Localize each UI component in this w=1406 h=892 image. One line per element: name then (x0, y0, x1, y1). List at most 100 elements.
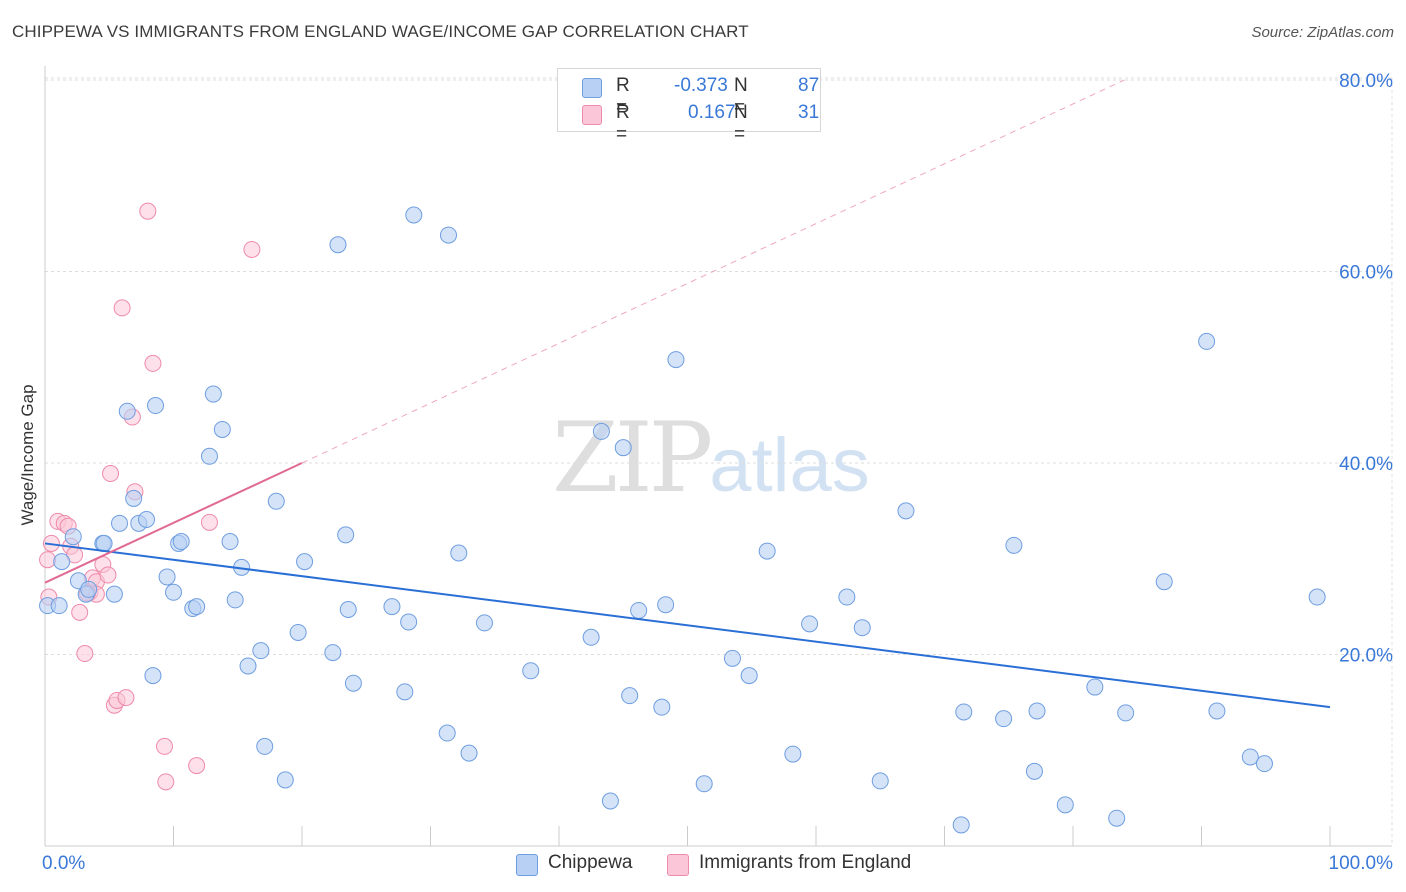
r-value: -0.373 (674, 75, 728, 96)
n-label: N = (734, 102, 748, 145)
chippewa-point (1208, 702, 1226, 720)
england-point (102, 465, 120, 483)
y-tick-label: 40.0% (1339, 454, 1393, 475)
chippewa-point (405, 206, 423, 224)
chippewa-point (723, 649, 741, 667)
chippewa-point (80, 580, 98, 598)
chippewa-point (1241, 748, 1259, 766)
england-point (99, 566, 117, 584)
chippewa-point (522, 662, 540, 680)
chippewa-point (147, 397, 165, 415)
n-value: 87 (798, 75, 820, 96)
chippewa-point (276, 771, 294, 789)
chippewa-point (158, 568, 176, 586)
chippewa-point (1056, 796, 1074, 814)
n-label: N = (734, 75, 748, 118)
chippewa-point (118, 402, 136, 420)
chippewa-point (64, 528, 82, 546)
x-tick-label: 100.0% (1329, 853, 1394, 874)
england-point (71, 603, 89, 621)
england-point (200, 513, 218, 531)
chippewa-point (111, 514, 129, 532)
chippewa-point (630, 601, 648, 619)
england-point (243, 240, 261, 258)
chippewa-point (1117, 704, 1135, 722)
chippewa-point (460, 744, 478, 762)
england-point (144, 354, 162, 372)
chippewa-swatch (582, 78, 602, 98)
chippewa-point (1028, 702, 1046, 720)
chippewa-point (53, 553, 71, 571)
chippewa-point (200, 447, 218, 465)
tick-labels: 20.0% 40.0% 60.0% 80.0% 0.0% 100.0% (42, 71, 1393, 874)
chippewa-point (1005, 536, 1023, 554)
chippewa-points (39, 206, 1326, 834)
y-tick-label: 20.0% (1339, 646, 1393, 667)
y-axis-label: Wage/Income Gap (18, 384, 37, 526)
chippewa-point (897, 502, 915, 520)
england-point (188, 757, 206, 775)
chippewa-point (871, 772, 889, 790)
chippewa-point (955, 703, 973, 721)
chippewa-point (50, 597, 68, 615)
grid-lines (45, 77, 1393, 846)
chippewa-point (383, 598, 401, 616)
chippewa-point (337, 526, 355, 544)
england-trend-extension (301, 79, 1125, 464)
chippewa-point (256, 737, 274, 755)
x-tick-label: 0.0% (42, 853, 85, 874)
y-tick-label: 80.0% (1339, 71, 1393, 92)
chippewa-point (324, 644, 342, 662)
chippewa-point (221, 533, 239, 551)
chippewa-point (667, 351, 685, 369)
chippewa-point (438, 724, 456, 742)
r-label: R = (616, 75, 630, 118)
england-trend-dashed (301, 79, 1125, 464)
r-label: R = (616, 102, 630, 145)
chippewa-point (614, 439, 632, 457)
chippewa-point (853, 619, 871, 637)
england-swatch (582, 105, 602, 125)
england-point (39, 551, 57, 569)
chippewa-point (740, 667, 758, 685)
england-trend-line (44, 462, 303, 584)
england-point (117, 689, 135, 707)
chippewa-point (801, 615, 819, 633)
chippewa-point (105, 585, 123, 603)
chippewa-trend-line (44, 542, 1331, 709)
england-legend-label: Immigrants from England (699, 852, 912, 873)
england-point (113, 299, 131, 317)
chippewa-point (995, 710, 1013, 728)
england-points (39, 202, 261, 791)
chippewa-point (1308, 588, 1326, 606)
chippewa-swatch (516, 854, 538, 876)
n-value: 31 (798, 102, 820, 123)
chippewa-point (695, 775, 713, 793)
chippewa-point (329, 236, 347, 254)
chippewa-point (188, 598, 206, 616)
chippewa-point (1198, 332, 1216, 350)
chippewa-point (296, 553, 314, 571)
chippewa-point (450, 544, 468, 562)
chippewa-point (226, 591, 244, 609)
axes (44, 66, 1392, 847)
chippewa-point (1086, 678, 1104, 696)
chippewa-point (439, 226, 457, 244)
watermark-zip: ZIP (552, 402, 713, 514)
england-swatch (667, 854, 689, 876)
chippewa-point (95, 534, 113, 552)
chippewa-point (267, 492, 285, 510)
chippewa-point (1108, 809, 1126, 827)
england-point (157, 773, 175, 791)
chippewa-point (339, 600, 357, 618)
source-credit: Source: ZipAtlas.com (1251, 24, 1394, 41)
chippewa-point (165, 583, 182, 601)
chippewa-point (582, 628, 600, 646)
watermark-atlas: atlas (709, 423, 870, 508)
chippewa-legend-label: Chippewa (548, 852, 633, 873)
chippewa-point (400, 613, 418, 631)
chippewa-point (1255, 755, 1273, 773)
chippewa-point (125, 489, 143, 507)
chippewa-point (784, 745, 802, 763)
